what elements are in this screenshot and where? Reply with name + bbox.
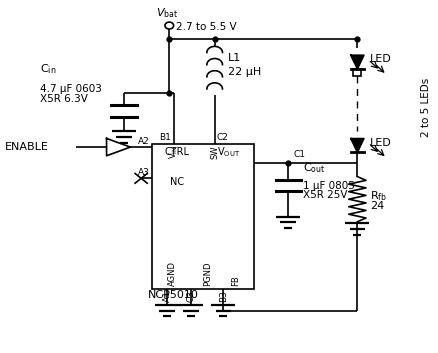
Polygon shape — [351, 138, 364, 152]
Text: C1: C1 — [293, 150, 305, 159]
Text: C2: C2 — [217, 133, 229, 142]
Text: LED: LED — [371, 138, 392, 148]
Text: 24: 24 — [371, 201, 385, 211]
Text: CTRL: CTRL — [165, 147, 190, 157]
Text: A2: A2 — [138, 137, 150, 146]
Text: C$_{\rm in}$: C$_{\rm in}$ — [39, 62, 56, 76]
Text: V$_{\rm IN}$: V$_{\rm IN}$ — [167, 145, 180, 159]
Text: ENABLE: ENABLE — [5, 142, 49, 152]
Polygon shape — [351, 55, 364, 69]
Text: 4.7 µF 0603: 4.7 µF 0603 — [39, 84, 102, 94]
Text: 1 µF 0805: 1 µF 0805 — [304, 181, 355, 191]
Text: C$_{\rm out}$: C$_{\rm out}$ — [304, 161, 326, 175]
Text: A3: A3 — [138, 168, 150, 177]
Bar — [152, 144, 254, 289]
Text: V$_{\rm bat}$: V$_{\rm bat}$ — [156, 7, 178, 20]
Text: 2.7 to 5.5 V: 2.7 to 5.5 V — [176, 22, 237, 32]
Text: SW: SW — [210, 145, 219, 159]
Text: R$_{\rm fb}$: R$_{\rm fb}$ — [371, 189, 388, 203]
Text: B3: B3 — [219, 290, 228, 302]
Text: AGND: AGND — [168, 261, 177, 286]
Text: X5R 25V: X5R 25V — [304, 191, 348, 201]
Text: NC: NC — [170, 177, 184, 187]
Text: X5R 6.3V: X5R 6.3V — [39, 94, 88, 104]
Text: L1
22 µH: L1 22 µH — [228, 53, 261, 77]
Text: FB: FB — [231, 275, 240, 286]
Text: B1: B1 — [159, 133, 171, 142]
Text: A1: A1 — [162, 290, 172, 302]
Text: PGND: PGND — [203, 262, 212, 286]
Text: C3: C3 — [187, 290, 195, 302]
Text: 2 to 5 LEDs: 2 to 5 LEDs — [421, 78, 431, 137]
Text: LED: LED — [371, 54, 392, 64]
Text: V$_{\rm OUT}$: V$_{\rm OUT}$ — [217, 145, 240, 159]
Text: NCP5010: NCP5010 — [148, 290, 198, 300]
Bar — [353, 69, 361, 76]
